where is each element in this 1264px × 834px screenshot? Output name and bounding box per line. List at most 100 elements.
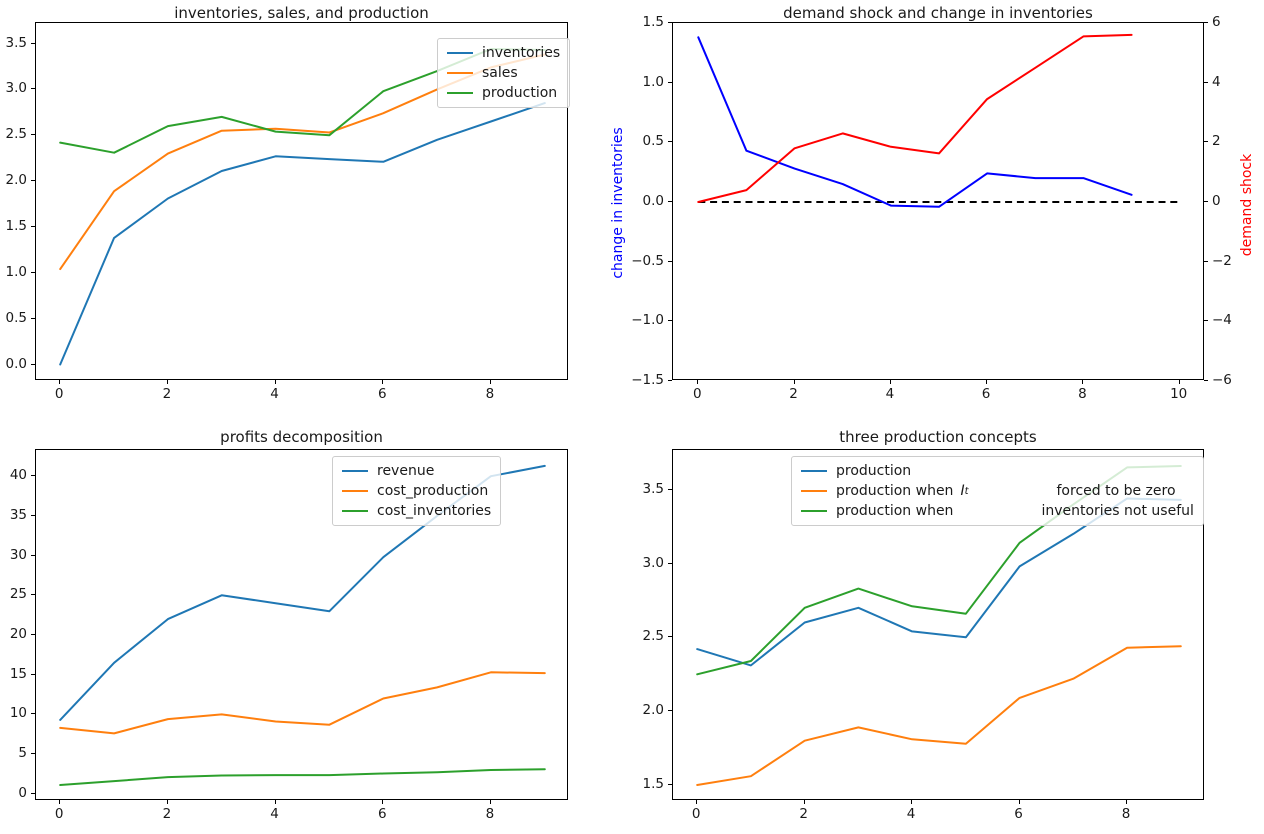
x-tick-label: 0 xyxy=(54,386,64,402)
x-tick xyxy=(803,800,805,804)
y-tick-label: −1.0 xyxy=(631,312,664,329)
legend-label: production when xyxy=(836,503,954,519)
y-axis-label-demand-shock: demand shock xyxy=(1239,153,1255,257)
y-tick-label: −1.5 xyxy=(631,372,664,388)
y-tick-label: 1.5 xyxy=(642,776,664,792)
y-tick-label: 3.5 xyxy=(642,480,664,497)
y-tick-label: 3.0 xyxy=(642,554,664,571)
legend-label: production xyxy=(482,85,558,101)
chart-title-profits-decomposition: profits decomposition xyxy=(220,428,383,446)
legend-label: production when xyxy=(836,483,954,499)
x-tick xyxy=(793,380,795,384)
plot-area-demand-shock-change-inventories xyxy=(697,33,1180,208)
x-tick-label: 8 xyxy=(485,386,495,402)
x-tick-label: 8 xyxy=(1121,806,1131,822)
y-tick-right-label: −2 xyxy=(1212,252,1232,269)
x-tick-label: 0 xyxy=(693,386,702,402)
legend-label: cost_production xyxy=(377,483,489,499)
legend-profits-decomposition: revenue cost_production cost_inventories xyxy=(332,456,502,526)
y-tick xyxy=(31,225,35,227)
x-tick-label: 2 xyxy=(799,806,808,822)
y-tick-label: 35 xyxy=(9,506,27,523)
legend-label: cost_inventories xyxy=(377,503,492,519)
y-tick-right xyxy=(1204,260,1208,262)
x-tick-label: 6 xyxy=(378,386,387,402)
legend-line-sample xyxy=(447,71,473,75)
legend-line-sample xyxy=(801,489,827,493)
x-tick-label: 2 xyxy=(789,386,798,402)
legend-line-sample xyxy=(447,51,473,55)
axes-demand-shock-change-inventories xyxy=(672,22,1204,380)
x-tick-label: 4 xyxy=(270,806,279,822)
y-tick xyxy=(31,594,35,596)
y-tick xyxy=(668,488,672,490)
y-tick xyxy=(31,317,35,319)
y-tick-label: 30 xyxy=(9,546,27,563)
series-line-cost-production xyxy=(59,671,546,735)
y-tick-right-label: 2 xyxy=(1212,133,1221,150)
y-tick-right xyxy=(1204,22,1208,23)
x-tick-label: 0 xyxy=(54,806,64,822)
y-tick xyxy=(668,81,672,83)
x-tick xyxy=(166,800,168,804)
y-tick xyxy=(668,320,672,322)
x-tick-label: 4 xyxy=(270,386,279,402)
legend-line-sample xyxy=(801,509,827,513)
x-tick xyxy=(911,800,913,804)
legend-line-sample xyxy=(342,509,368,513)
y-tick-label: 15 xyxy=(9,665,27,682)
legend-item-revenue: revenue xyxy=(342,463,491,479)
y-tick-label: 1.5 xyxy=(642,14,664,30)
y-tick-right xyxy=(1204,81,1208,83)
legend-label: revenue xyxy=(377,463,435,479)
chart-title-demand-shock: demand shock and change in inventories xyxy=(783,4,1093,22)
x-tick-label: 8 xyxy=(485,806,495,822)
y-tick xyxy=(31,271,35,273)
y-tick xyxy=(668,636,672,638)
x-tick-label: 2 xyxy=(162,386,172,402)
y-tick-right xyxy=(1204,201,1208,202)
y-tick-label: 2.5 xyxy=(5,126,27,143)
legend-item-production: production xyxy=(801,463,1194,479)
y-tick xyxy=(31,134,35,136)
x-tick-label: 6 xyxy=(981,386,991,402)
legend-item-inventories: inventories xyxy=(447,45,560,61)
y-tick xyxy=(668,562,672,564)
y-tick-right xyxy=(1204,380,1208,381)
x-tick xyxy=(889,380,891,384)
legend-item-production: production xyxy=(447,85,560,101)
x-tick xyxy=(382,380,384,384)
y-tick xyxy=(668,22,672,23)
y-tick-label: 1.5 xyxy=(5,217,27,234)
x-tick xyxy=(166,380,168,384)
y-tick xyxy=(31,673,35,675)
y-tick-label: 1.0 xyxy=(5,263,27,280)
y-tick xyxy=(31,514,35,516)
x-tick-label: 4 xyxy=(906,806,916,822)
y-tick xyxy=(31,554,35,556)
y-tick-label: 2.5 xyxy=(642,628,664,645)
y-tick-label: 25 xyxy=(9,586,27,603)
x-tick-label: 4 xyxy=(885,386,895,402)
y-tick-label: 0.0 xyxy=(642,193,664,209)
x-tick-label: 8 xyxy=(1078,386,1087,402)
y-tick-label: 40 xyxy=(9,467,27,484)
y-axis-label-change-in-inventories: change in inventories xyxy=(610,127,626,279)
y-tick-right-label: 4 xyxy=(1212,73,1221,90)
x-tick xyxy=(1178,380,1180,384)
y-tick-label: 3.5 xyxy=(5,34,27,51)
y-tick xyxy=(668,784,672,785)
y-tick xyxy=(668,710,672,712)
y-tick xyxy=(31,180,35,182)
y-tick-label: 20 xyxy=(9,626,27,642)
x-tick xyxy=(382,800,384,804)
chart-title-three-production-concepts: three production concepts xyxy=(839,428,1037,446)
x-tick xyxy=(489,800,491,804)
y-tick-right xyxy=(1204,320,1208,322)
x-tick-label: 0 xyxy=(691,806,701,822)
y-tick-label: 0 xyxy=(18,784,27,801)
y-tick-right-label: −6 xyxy=(1212,372,1232,388)
